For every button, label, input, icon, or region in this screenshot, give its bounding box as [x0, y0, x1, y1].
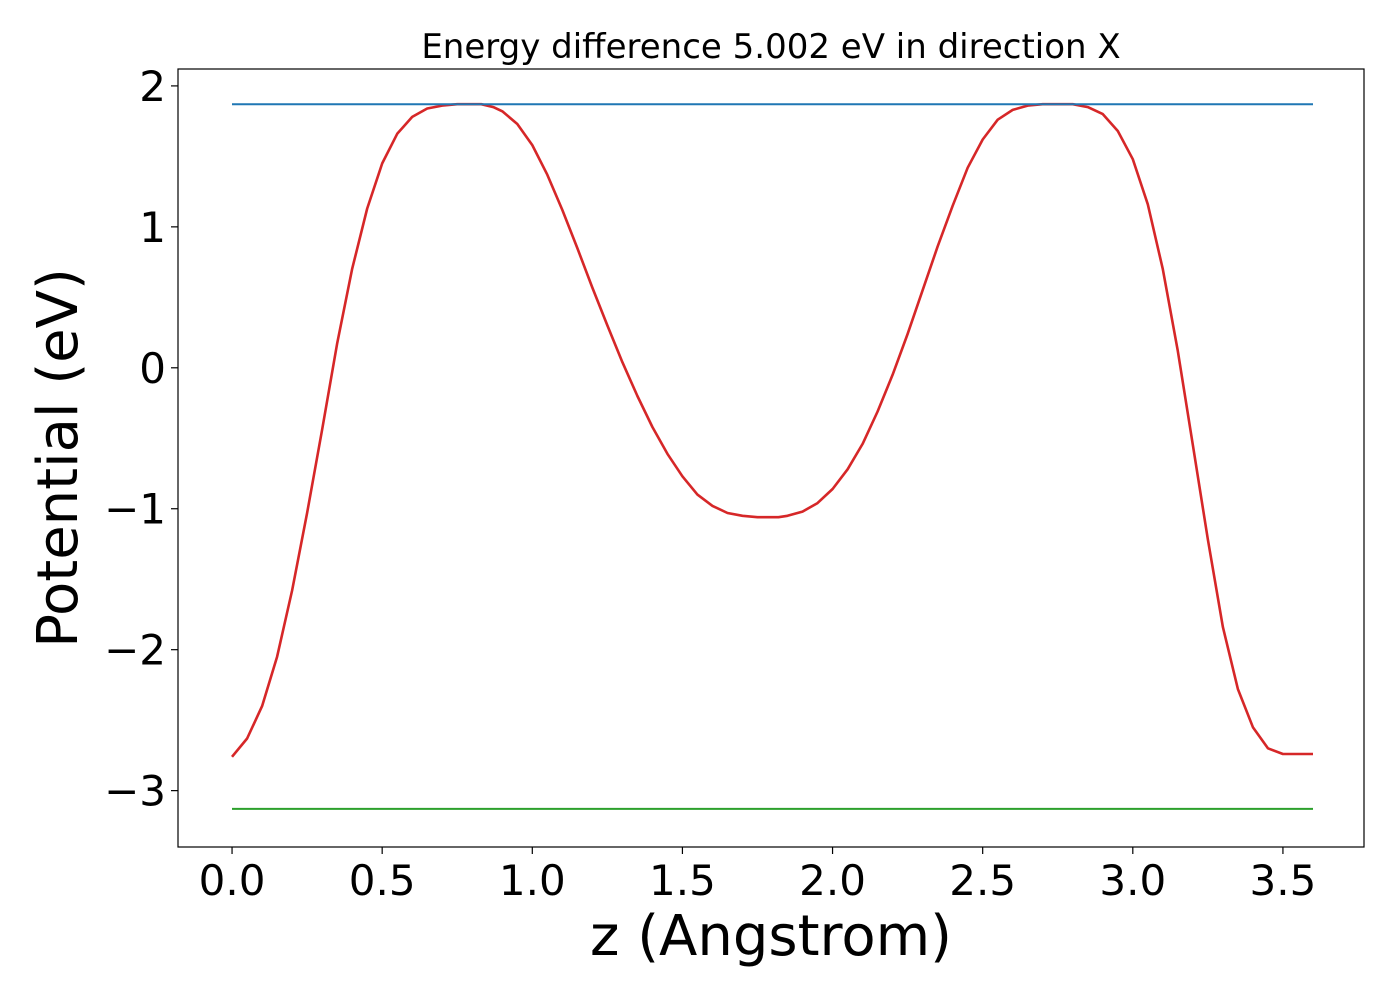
x-tick-label: 2.0	[799, 856, 866, 905]
x-tick-label: 0.5	[349, 856, 416, 905]
y-tick-label: 0	[139, 344, 166, 393]
x-tick-label: 3.5	[1250, 856, 1317, 905]
x-tick-label: 2.5	[949, 856, 1016, 905]
x-axis: 0.0 0.5 1.0 1.5 2.0 2.5 3.0 3.5	[199, 847, 1317, 905]
x-tick-label: 3.0	[1099, 856, 1166, 905]
chart-title: Energy difference 5.002 eV in direction …	[421, 27, 1120, 67]
x-tick-label: 1.5	[649, 856, 716, 905]
y-tick-label: 1	[139, 203, 166, 252]
plot-area	[177, 68, 1365, 848]
potential-curve	[230, 102, 1313, 758]
series-layer	[230, 102, 1313, 810]
y-axis: 2 1 0 −1 −2 −3	[104, 62, 178, 816]
y-tick-label: 2	[139, 62, 166, 111]
y-tick-label: −3	[104, 767, 166, 816]
y-axis-label: Potential (eV)	[26, 268, 91, 648]
x-axis-label: z (Angstrom)	[590, 904, 952, 969]
y-tick-label: −2	[104, 626, 166, 675]
y-tick-label: −1	[104, 485, 166, 534]
x-tick-label: 0.0	[199, 856, 266, 905]
x-tick-label: 1.0	[499, 856, 566, 905]
